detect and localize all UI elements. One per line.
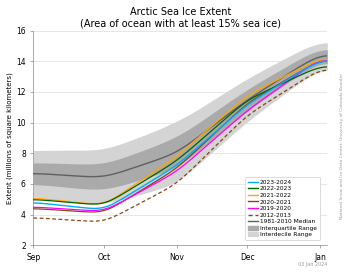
Legend: 2023-2024, 2022-2023, 2021-2022, 2020-2021, 2019-2020, 2012-2013, 1981-2010 Medi: 2023-2024, 2022-2023, 2021-2022, 2020-20… [245, 177, 320, 240]
Title: Arctic Sea Ice Extent
(Area of ocean with at least 15% sea ice): Arctic Sea Ice Extent (Area of ocean wit… [80, 7, 281, 29]
Text: 03 Jan 2024: 03 Jan 2024 [298, 262, 327, 267]
Y-axis label: Extent (millions of square kilometers): Extent (millions of square kilometers) [7, 72, 13, 204]
Text: National Snow and Ice Data Center, University of Colorado Boulder: National Snow and Ice Data Center, Unive… [340, 73, 344, 219]
